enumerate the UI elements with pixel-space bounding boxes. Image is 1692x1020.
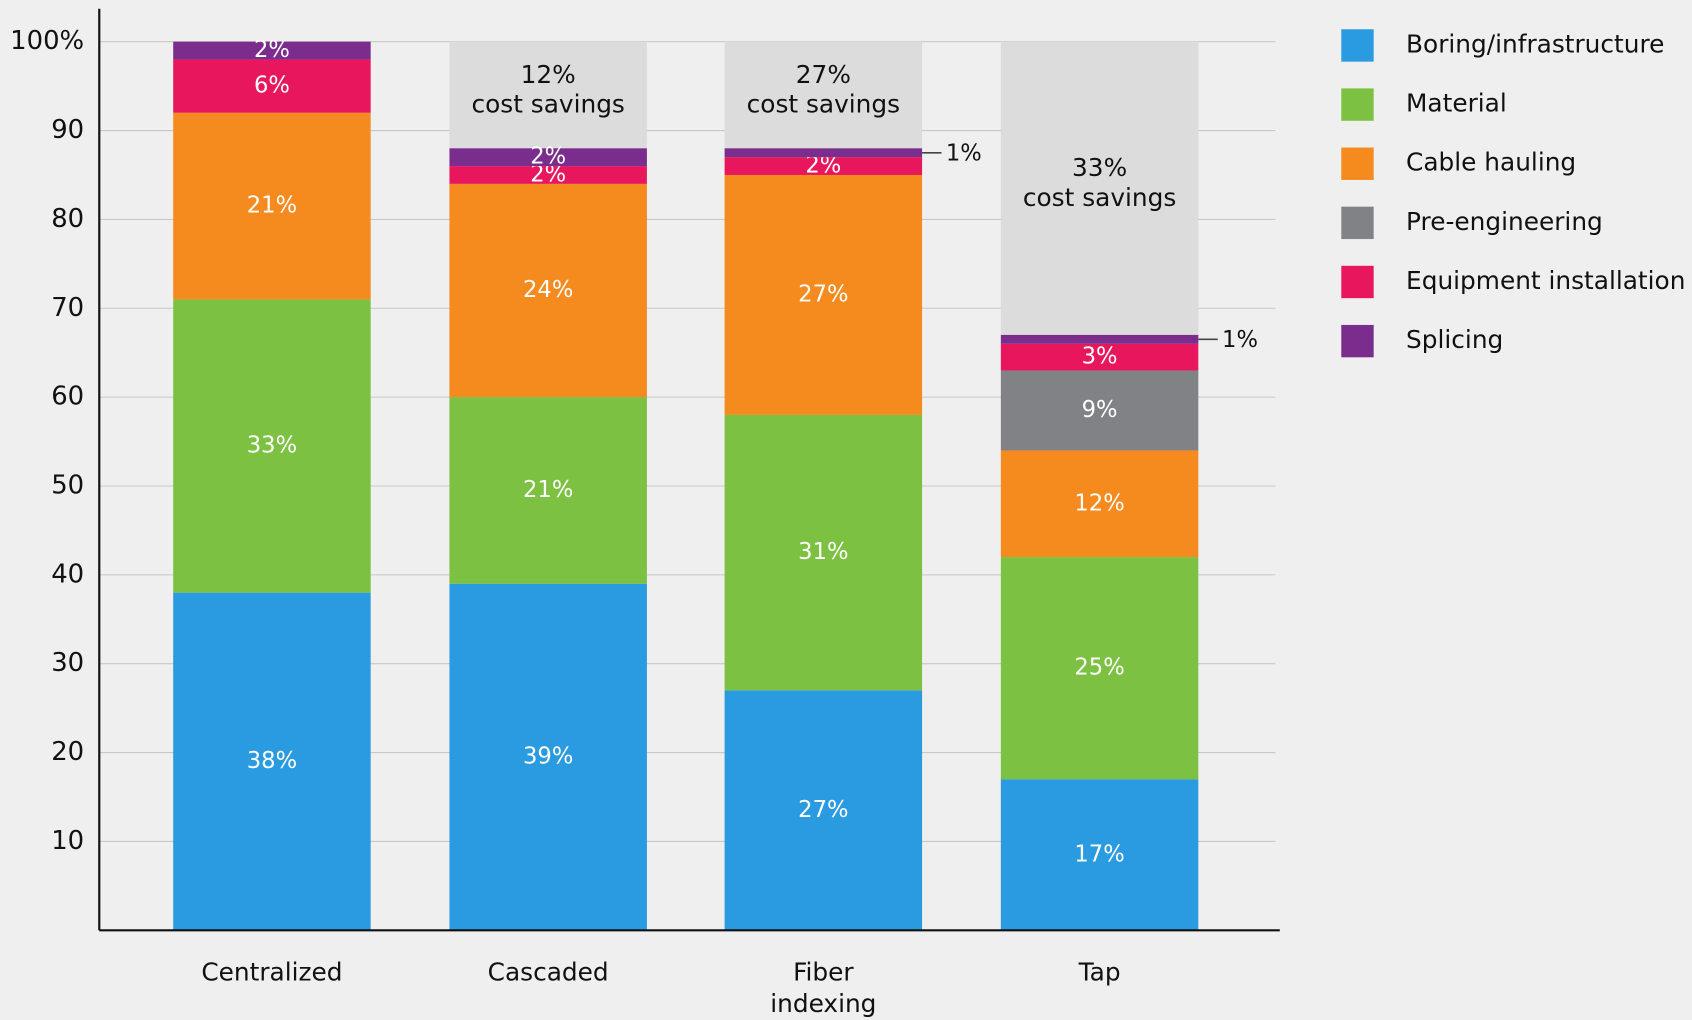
legend-swatch — [1341, 265, 1374, 299]
savings-background — [724, 41, 923, 149]
value-label: 2% — [530, 144, 566, 170]
y-tick-label: 10 — [51, 826, 84, 856]
value-label: 2% — [254, 37, 290, 63]
value-label: 21% — [523, 477, 573, 503]
legend-swatch — [1341, 324, 1374, 358]
value-label: 38% — [247, 748, 297, 774]
bar-segment — [173, 59, 371, 113]
bar-segment — [449, 183, 647, 398]
y-tick-label: 40 — [51, 559, 84, 589]
value-label: 24% — [523, 277, 573, 303]
value-label: 33% — [247, 433, 297, 459]
bar-segment — [1000, 343, 1199, 371]
value-label: 1% — [1222, 327, 1258, 353]
bar-segment — [1000, 779, 1199, 931]
x-tick-label: Fiber indexing — [770, 957, 876, 1017]
value-label: 27% — [798, 797, 848, 823]
value-label: 25% — [1074, 655, 1124, 681]
legend-label: Pre-engineering — [1406, 207, 1603, 236]
y-tick-label: 20 — [51, 737, 84, 767]
value-label: 17% — [1074, 841, 1124, 867]
y-tick-label: 30 — [51, 648, 84, 678]
savings-annotation: 27% cost savings — [747, 60, 900, 119]
bar-segment — [724, 690, 923, 931]
x-tick-label: Cascaded — [488, 957, 609, 986]
bar-segment — [724, 157, 923, 175]
y-tick-label: 100% — [10, 26, 84, 56]
value-label: 12% — [1074, 490, 1124, 516]
legend-label: Cable hauling — [1406, 148, 1576, 177]
bar-segment — [449, 148, 647, 167]
bar-segment — [449, 583, 647, 931]
bar-segment — [449, 397, 647, 584]
bar-segment — [724, 414, 923, 691]
value-label: 1% — [946, 140, 982, 166]
value-label: 9% — [1082, 397, 1118, 423]
bar-segment — [724, 148, 923, 158]
y-tick-label: 60 — [51, 382, 84, 412]
y-tick-label: 90 — [51, 115, 84, 145]
legend-swatch — [1341, 88, 1374, 121]
bar-segment — [173, 299, 371, 593]
value-label: 6% — [254, 73, 290, 99]
legend-swatch — [1341, 147, 1374, 180]
x-tick-label: Centralized — [201, 957, 342, 986]
value-label: 3% — [1082, 344, 1118, 370]
savings-annotation: 33% cost savings — [1023, 153, 1176, 212]
bar-segment — [1000, 334, 1199, 344]
bar-segment — [1000, 370, 1199, 451]
y-tick-label: 70 — [51, 293, 84, 323]
legend-label: Equipment installation — [1406, 266, 1685, 295]
bar-segment — [449, 166, 647, 184]
y-tick-label: 50 — [51, 470, 84, 500]
value-label: 21% — [247, 193, 297, 219]
value-label: 39% — [523, 744, 573, 770]
x-tick-label: Tap — [1078, 957, 1121, 986]
bar-segment — [1000, 450, 1199, 558]
y-tick-label: 80 — [51, 204, 84, 234]
legend-label: Boring/infrastructure — [1406, 29, 1664, 58]
savings-background — [1000, 41, 1199, 335]
bar-segment — [173, 112, 371, 300]
legend-swatch — [1341, 29, 1374, 62]
legend-label: Material — [1406, 89, 1507, 118]
bar-segment — [724, 174, 923, 415]
legend-label: Splicing — [1406, 325, 1503, 354]
bar-segment — [173, 592, 371, 931]
value-label: 31% — [798, 539, 848, 565]
bar-segment — [173, 41, 371, 60]
bar-segment — [1000, 557, 1199, 780]
legend-swatch — [1341, 206, 1374, 240]
savings-background — [449, 41, 647, 149]
savings-annotation: 12% cost savings — [471, 60, 624, 119]
value-label: 27% — [798, 281, 848, 307]
